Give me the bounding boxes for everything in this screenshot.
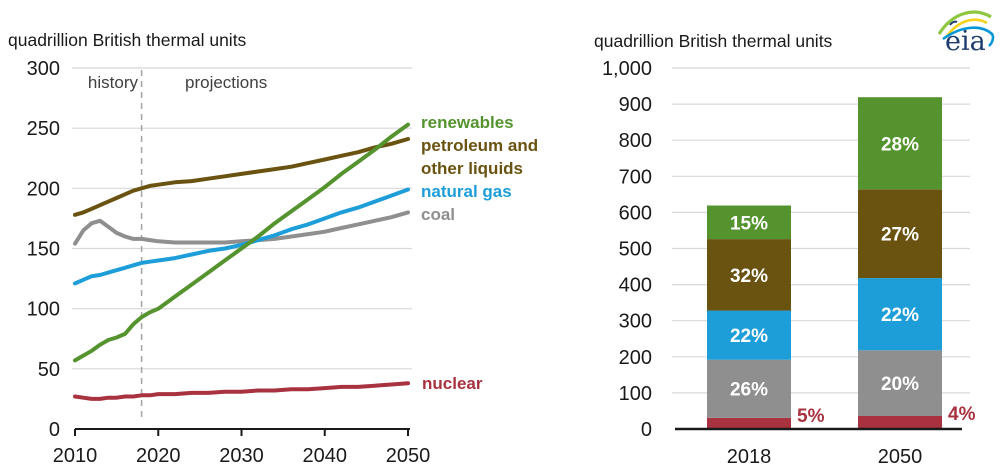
bar-segment-natural-gas (858, 278, 942, 351)
line-natural-gas (73, 187, 410, 286)
bar-segment-coal (858, 350, 942, 416)
left-chart: 0 50 100 150 200 250 300 2010 2020 2030 2040 2050 (27, 58, 431, 467)
pct-label-outside: 5% (797, 406, 825, 427)
y-tick-label: 300 (619, 311, 652, 333)
y-tick-label: 0 (641, 419, 652, 441)
history-label: history (87, 73, 138, 92)
y-tick-label: 50 (38, 359, 60, 381)
pct-label: 32% (730, 266, 768, 287)
pct-label: 22% (881, 305, 919, 326)
y-tick-label: 700 (619, 166, 652, 188)
logo-swoosh-yellow (945, 18, 988, 37)
y-tick-label: 250 (27, 118, 60, 140)
projections-label: projections (185, 73, 268, 92)
bar-segment-natural-gas (707, 310, 791, 360)
y-tick-label: 800 (619, 130, 652, 152)
bar-segment-coal (707, 359, 791, 418)
logo-accent (949, 20, 958, 26)
logo-text: eia (945, 26, 986, 54)
line-petroleum-and-other-liquids (73, 137, 410, 217)
legend-nuclear: nuclear (422, 374, 483, 393)
y-tick-label: 400 (619, 275, 652, 297)
x-tick-label: 2030 (219, 445, 264, 467)
pct-label-outside: 4% (948, 404, 976, 425)
y-tick-label: 500 (619, 239, 652, 261)
x-tick-label: 2020 (136, 445, 181, 467)
y-tick-label: 200 (619, 347, 652, 369)
y-tick-label: 150 (27, 239, 60, 261)
y-tick-label: 200 (27, 178, 60, 200)
logo-swoosh-blue (942, 26, 995, 47)
bar-segment-nuclear (707, 417, 791, 429)
eia-logo: eia (937, 10, 995, 54)
legend-coal: coal (421, 205, 456, 224)
x-category-label: 2050 (878, 446, 923, 468)
y-tick-label: 300 (27, 58, 60, 80)
bar-segment-renewables (858, 97, 942, 190)
y-tick-label: 100 (27, 299, 60, 321)
right-chart-title: quadrillion British thermal units (594, 31, 833, 51)
pct-label: 26% (730, 380, 768, 401)
line-nuclear (73, 381, 410, 401)
left-chart-title: quadrillion British thermal units (8, 30, 247, 50)
x-tick-label: 2040 (303, 445, 348, 467)
bar-segment-petroleum-and-other-liquids (858, 189, 942, 279)
y-tick-label: 600 (619, 202, 652, 224)
y-tick-label: 0 (49, 419, 60, 441)
bar-segment-renewables (707, 205, 791, 240)
legend-renewables: renewables (421, 113, 514, 132)
legend-petroleum: petroleum and other liquids (421, 136, 539, 178)
pct-label: 28% (881, 134, 919, 155)
line-renewables (73, 122, 410, 363)
logo-swoosh-green (937, 10, 992, 35)
line-coal (73, 210, 410, 246)
x-tick-label: 2010 (53, 445, 98, 467)
pct-label: 15% (730, 213, 768, 234)
bar-segment-petroleum-and-other-liquids (707, 239, 791, 311)
line-legend: renewables petroleum and other liquids n… (421, 111, 559, 226)
y-tick-label: 900 (619, 94, 652, 116)
pct-label: 20% (881, 374, 919, 395)
x-tick-label: 2050 (386, 445, 431, 467)
right-chart: 0 100 200 300 400 500 600 700 800 900 1,000 5% 26% 22… (602, 58, 976, 468)
bar-segment-nuclear (858, 416, 942, 429)
y-tick-label: 1,000 (602, 58, 652, 80)
x-category-label: 2018 (727, 446, 772, 468)
y-tick-label: 100 (619, 383, 652, 405)
pct-label: 22% (730, 326, 768, 347)
legend-natural-gas: natural gas (421, 182, 512, 201)
pct-label: 27% (881, 225, 919, 246)
